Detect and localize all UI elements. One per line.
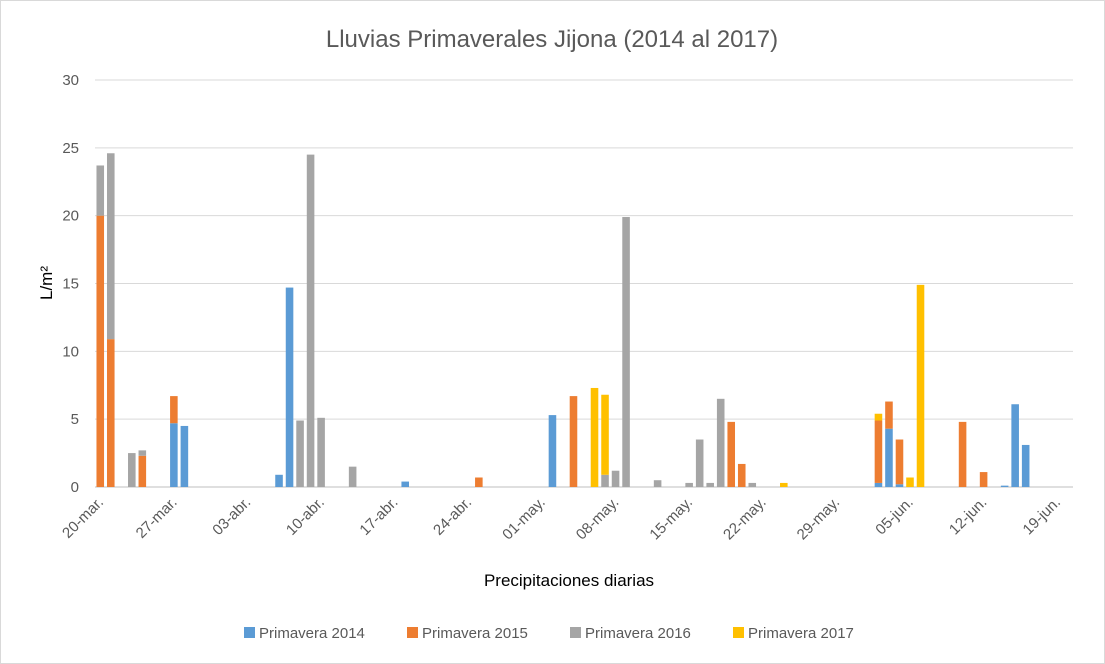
bar — [622, 217, 630, 488]
x-axis-title: Precipitaciones diarias — [484, 571, 654, 590]
x-tick-label: 17-abr. — [356, 494, 401, 539]
bar — [548, 415, 557, 487]
bar — [1000, 485, 1009, 487]
y-tick-label: 15 — [62, 276, 79, 293]
bar — [895, 484, 904, 487]
bar — [285, 287, 294, 487]
bar — [569, 396, 578, 487]
bar — [611, 470, 620, 487]
bar — [275, 474, 283, 487]
bar — [296, 420, 304, 487]
bar — [170, 423, 178, 487]
y-axis-title: L/m² — [37, 266, 56, 300]
bar — [96, 165, 105, 216]
legend-label: Primavera 2014 — [259, 625, 365, 642]
bar — [96, 215, 105, 487]
legend-label: Primavera 2017 — [748, 625, 854, 642]
bar — [706, 482, 714, 487]
bar — [138, 455, 147, 487]
legend-swatch — [733, 627, 744, 638]
bar — [874, 482, 883, 487]
bar — [317, 417, 325, 487]
x-tick-label: 10-abr. — [283, 494, 328, 539]
bar — [138, 450, 147, 456]
y-tick-label: 5 — [71, 411, 79, 428]
bar — [885, 428, 893, 487]
legend-swatch — [407, 627, 418, 638]
legend-swatch — [570, 627, 581, 638]
bar — [1021, 444, 1030, 487]
bar — [916, 284, 925, 487]
bar — [475, 477, 483, 487]
bar — [727, 421, 736, 487]
x-tick-label: 03-abr. — [209, 494, 254, 539]
bar — [601, 474, 609, 487]
bar — [1011, 404, 1019, 487]
x-tick-label: 22-may. — [720, 494, 770, 544]
bar — [874, 420, 883, 483]
y-tick-label: 10 — [62, 343, 79, 360]
legend-label: Primavera 2015 — [422, 625, 528, 642]
x-tick-label: 05-jun. — [872, 494, 916, 538]
bar — [874, 413, 883, 421]
x-tick-label: 01-may. — [499, 494, 549, 544]
bar — [653, 480, 662, 487]
y-tick-label: 30 — [62, 72, 79, 89]
bar — [106, 153, 115, 340]
bar — [695, 439, 704, 487]
bar — [979, 472, 988, 487]
x-tick-label: 29-may. — [794, 494, 844, 544]
legend-label: Primavera 2016 — [585, 625, 691, 642]
bar — [906, 477, 914, 487]
chart-title: Lluvias Primaverales Jijona (2014 al 201… — [326, 26, 778, 53]
bar — [895, 439, 904, 485]
y-tick-labels: 0 5 10 15 20 25 30 — [62, 72, 79, 496]
x-tick-labels: 20-mar. 27-mar. 03-abr. 10-abr. 17-abr. 24-ab… — [59, 494, 1064, 544]
legend-swatch — [244, 627, 255, 638]
bar — [748, 482, 757, 487]
legend: Primavera 2014 Primavera 2015 Primavera 20… — [244, 625, 854, 642]
y-tick-label: 25 — [62, 140, 79, 157]
bar — [348, 466, 357, 487]
y-tick-label: 0 — [71, 479, 79, 496]
bars-layer — [96, 153, 1030, 488]
x-tick-label: 24-abr. — [430, 494, 475, 539]
bar — [401, 481, 410, 487]
x-tick-label: 27-mar. — [133, 494, 181, 542]
x-tick-label: 08-may. — [573, 494, 623, 544]
x-tick-label: 19-jun. — [1020, 494, 1064, 538]
grid-layer — [95, 79, 1073, 488]
bar — [885, 401, 893, 429]
bar — [106, 339, 115, 487]
bar — [737, 463, 746, 487]
bar — [716, 398, 725, 487]
bar — [958, 421, 967, 487]
bar — [780, 482, 788, 487]
bar — [685, 482, 693, 487]
y-tick-label: 20 — [62, 208, 79, 225]
x-tick-label: 15-may. — [646, 494, 696, 544]
bar — [128, 453, 136, 487]
bar — [590, 387, 599, 487]
bar — [170, 396, 178, 424]
x-tick-label: 12-jun. — [946, 494, 990, 538]
bar — [306, 154, 315, 487]
bar — [601, 394, 609, 475]
x-tick-label: 20-mar. — [59, 494, 107, 542]
bar — [180, 425, 189, 487]
